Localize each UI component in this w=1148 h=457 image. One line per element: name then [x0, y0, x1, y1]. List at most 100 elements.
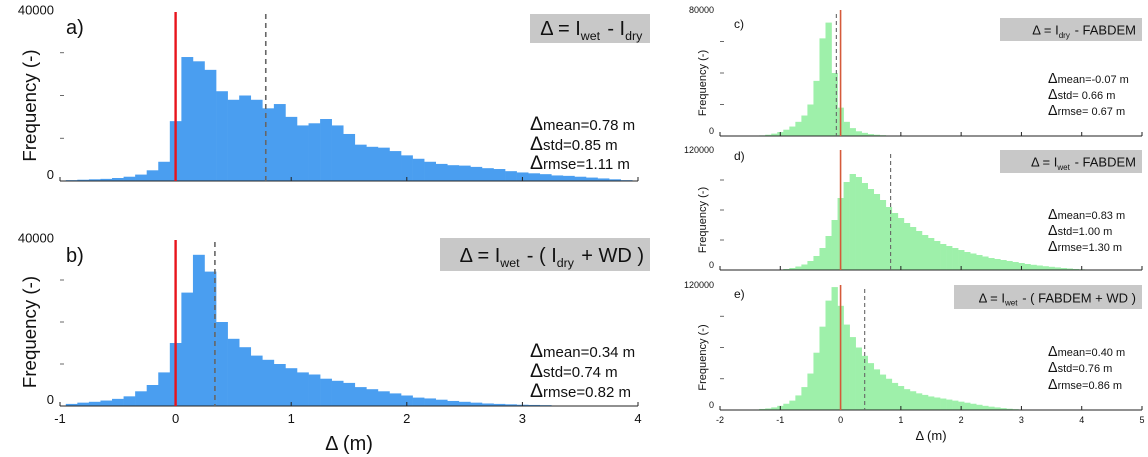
histogram-bar — [239, 95, 252, 181]
formula-text: Δ = Iwet - FABDEM — [1031, 155, 1136, 172]
histogram-bar — [952, 400, 959, 410]
formula-box — [1000, 150, 1142, 173]
histogram-bar — [771, 133, 778, 136]
histogram-bar — [783, 129, 790, 136]
histogram-bar — [377, 147, 390, 181]
histogram-bar — [181, 292, 194, 406]
stat-subscript: rmse — [1058, 106, 1082, 118]
delta-symbol: Δ — [1048, 239, 1058, 255]
stat-value: = 0.66 m — [1072, 90, 1115, 102]
histogram-bar — [819, 38, 826, 136]
histogram-bar — [123, 176, 136, 181]
histogram-bar — [493, 169, 506, 181]
histogram-bar — [1030, 264, 1037, 270]
stat-subscript: std — [1058, 90, 1073, 102]
histogram-bar — [250, 355, 263, 406]
stat-mean: Δmean=0.83 m — [1048, 207, 1125, 223]
histogram-bar — [843, 324, 850, 410]
histogram-bar — [77, 179, 90, 181]
histogram-bar — [940, 398, 947, 410]
formula-part: - FABDEM — [1071, 155, 1136, 170]
stat-subscript: mean — [543, 117, 581, 134]
histogram-bar — [343, 133, 356, 181]
stat-std: Δstd=0.85 m — [530, 133, 618, 155]
formula-part: Δ = I — [1031, 155, 1057, 170]
histogram-bar — [867, 134, 875, 136]
delta-symbol: Δ — [530, 113, 543, 135]
x-tick-label: 3 — [1019, 415, 1024, 425]
stat-value: =0.83 m — [1085, 210, 1125, 222]
histogram-bar — [262, 108, 275, 181]
stat-value: =1.11 m — [576, 156, 630, 173]
histogram-bar — [181, 57, 194, 181]
formula-text: Δ = Iwet - ( FABDEM + WD ) — [979, 290, 1136, 307]
histogram-bar — [227, 99, 240, 181]
histogram-bar — [849, 128, 856, 136]
histogram-bar — [458, 165, 471, 181]
formula-part: Δ = I — [1032, 23, 1058, 38]
histogram-bar — [331, 125, 344, 181]
stat-subscript: rmse — [1058, 380, 1082, 392]
panel-a: 40000 0 Frequency (-) a) Δ = Iwet - Idry Δme… — [18, 3, 650, 182]
histogram-bar — [765, 408, 772, 410]
histogram-bar — [843, 121, 850, 136]
histogram-bar — [285, 116, 298, 181]
histogram-bar — [988, 406, 995, 410]
histogram-bar — [447, 165, 460, 181]
histogram-bar — [135, 391, 147, 406]
delta-symbol: Δ — [1048, 377, 1058, 393]
histogram-bar — [412, 397, 425, 406]
y-tick-label: 0 — [47, 392, 54, 407]
histogram-bar — [831, 73, 838, 136]
stat-mean: Δmean=0.78 m — [530, 113, 635, 135]
histogram-bar — [873, 134, 881, 136]
histogram-bar — [885, 378, 893, 410]
panel-label: b) — [66, 245, 84, 267]
histogram-bar — [934, 397, 941, 410]
histogram-bar — [1060, 268, 1067, 270]
delta-symbol: Δ — [1048, 207, 1058, 223]
histogram-bar — [77, 402, 90, 406]
y-axis-label: Frequency (-) — [697, 187, 709, 253]
x-tick-label: -2 — [716, 415, 724, 425]
histogram-bar — [819, 248, 826, 270]
histogram-bar — [1036, 265, 1043, 270]
histogram-bar — [331, 380, 344, 406]
histogram-bar — [204, 271, 217, 406]
histogram-bar — [825, 22, 832, 137]
stat-value: =0.86 m — [1082, 380, 1122, 392]
stat-subscript: mean — [1058, 74, 1086, 86]
histogram-bar — [1066, 268, 1073, 270]
histogram-bar — [867, 363, 875, 410]
histogram-bar — [343, 382, 356, 406]
histogram-bar — [1000, 260, 1007, 270]
histogram-bar — [909, 227, 917, 270]
panel-label: d) — [734, 149, 745, 163]
formula-part: Δ = I — [460, 245, 501, 267]
histogram-bar — [795, 121, 802, 136]
stat-subscript: std — [543, 364, 563, 381]
histogram-bar — [505, 171, 517, 181]
histogram-bar — [813, 80, 820, 136]
histogram-bar — [795, 395, 802, 410]
histogram-bar — [354, 144, 367, 181]
histogram-bar — [470, 402, 483, 406]
histogram-bar — [146, 170, 159, 181]
x-tick-label: 5 — [1139, 415, 1144, 425]
histogram-bar — [958, 401, 965, 410]
histogram-bar — [505, 404, 517, 406]
histogram-bar — [964, 252, 971, 270]
formula-part: - ( FABDEM + WD ) — [1019, 290, 1136, 305]
histogram-bar — [813, 352, 820, 410]
x-axis-label: Δ (m) — [325, 433, 373, 455]
stat-value: =1.00 m — [1072, 226, 1112, 238]
histogram-bar — [849, 337, 856, 410]
histogram-bar — [424, 398, 436, 406]
stat-subscript: mean — [1058, 210, 1086, 222]
histogram-bar — [493, 403, 506, 406]
